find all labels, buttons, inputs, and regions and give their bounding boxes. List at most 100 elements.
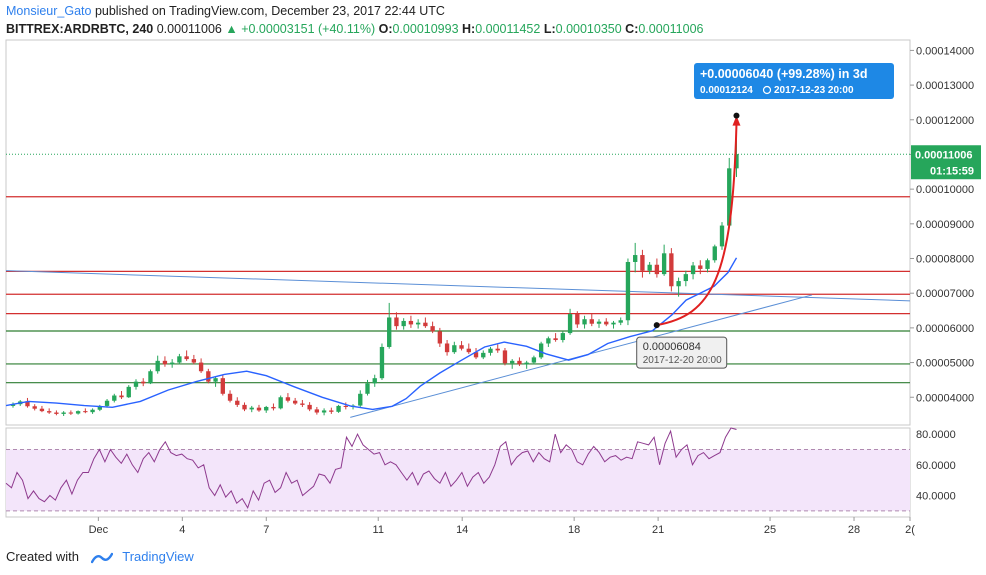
high-label: H: — [462, 22, 476, 36]
candle-body — [10, 404, 16, 406]
candle-body — [61, 412, 66, 414]
time-tick-label: Dec — [89, 524, 109, 536]
projection-end-price: 0.00012124 — [700, 85, 753, 96]
close-value: 0.00011006 — [638, 22, 704, 36]
time-tick-label: 25 — [764, 524, 776, 536]
candle-body — [690, 265, 696, 275]
high-value: 0.00011452 — [475, 22, 541, 36]
rsi-line — [5, 427, 737, 510]
candle-body — [719, 225, 725, 247]
candle-body — [705, 260, 710, 269]
footer: Created with TradingView — [6, 549, 194, 564]
time-tick-label: 11 — [373, 524, 384, 536]
candle-body — [235, 400, 240, 405]
candle-body — [633, 255, 638, 262]
candle-body — [488, 348, 493, 353]
candle-body — [387, 317, 392, 347]
candle-body — [133, 381, 139, 387]
candle-body — [589, 319, 594, 324]
candle-body — [104, 400, 110, 406]
time-tick-label: 21 — [652, 524, 664, 536]
candle-body — [408, 320, 414, 325]
bar-countdown-label: 01:15:59 — [930, 165, 974, 177]
candle-body — [169, 362, 175, 365]
candle-body — [466, 348, 471, 353]
candle-body — [83, 411, 88, 413]
candle-body — [372, 378, 377, 384]
candle-body — [473, 352, 479, 358]
price-tick-label: 0.00009000 — [916, 219, 974, 231]
last-price-label: 0.00011006 — [915, 149, 973, 161]
candle-body — [553, 338, 558, 341]
open-value: 0.00010993 — [392, 22, 459, 36]
projection-curve — [656, 123, 738, 327]
tradingview-link[interactable]: TradingView — [122, 549, 194, 564]
close-label: C: — [625, 22, 639, 36]
time-tick-label: 18 — [568, 524, 580, 536]
rsi-band — [6, 449, 910, 511]
candle-body — [213, 378, 218, 382]
tradingview-logo-icon — [90, 552, 113, 564]
candle-body — [264, 406, 269, 411]
candle-body — [198, 362, 204, 372]
candle-body — [68, 412, 74, 414]
time-tick-label: 2( — [905, 524, 915, 536]
candle-body — [401, 320, 406, 327]
start-callout-box — [636, 336, 728, 369]
candle-body — [654, 264, 660, 275]
change-value: +0.00003151 (+40.11%) — [241, 22, 376, 36]
candle-body — [32, 406, 37, 409]
price-tick-label: 0.00012000 — [916, 115, 974, 127]
candle-body — [560, 333, 566, 341]
candle-body — [604, 321, 609, 325]
ohlc-header: BITTREX:ARDRBTC, 240 0.00011006 ▲ +0.000… — [6, 22, 704, 36]
last-price-badge — [911, 145, 981, 180]
candle-body — [97, 405, 102, 410]
candle-body — [358, 393, 363, 406]
symbol-label: BITTREX:ARDRBTC, 240 — [6, 22, 154, 36]
up-triangle-icon: ▲ — [225, 22, 238, 36]
candle-body — [307, 404, 312, 410]
low-label: L: — [543, 22, 556, 36]
candle-body — [698, 265, 703, 269]
candle-body — [155, 360, 160, 372]
candle-body — [184, 356, 189, 360]
candle-body — [596, 321, 602, 324]
rsi-tick-label: 80.0000 — [916, 429, 956, 441]
candle-body — [256, 407, 262, 411]
price-tick-label: 0.00005000 — [916, 358, 974, 370]
candle-body — [271, 406, 276, 409]
created-with-text: Created with — [6, 549, 79, 564]
candle-body — [546, 338, 551, 344]
candle-body — [727, 168, 732, 226]
candle-body — [141, 381, 146, 384]
projection-start-dot — [653, 322, 660, 329]
candle-body — [394, 317, 399, 327]
candle-body — [538, 343, 544, 358]
candle-body — [444, 343, 450, 353]
time-tick-label: 14 — [456, 524, 468, 536]
candle-body — [54, 412, 59, 414]
rsi-tick-label: 40.0000 — [916, 491, 956, 503]
candle-body — [285, 397, 291, 401]
candle-body — [647, 264, 652, 271]
candle-body — [206, 371, 211, 382]
candle-body — [292, 400, 298, 404]
candle-body — [126, 386, 131, 398]
candle-body — [365, 383, 370, 394]
price-tick-label: 0.00007000 — [916, 288, 974, 300]
candle-body — [415, 322, 421, 325]
candle-body — [661, 253, 667, 275]
candle-body — [314, 409, 320, 413]
candle-body — [329, 410, 334, 412]
candle-body — [220, 378, 225, 394]
candle-body — [618, 320, 623, 323]
author-link[interactable]: Monsieur_Gato — [6, 4, 92, 18]
candle-body — [676, 281, 681, 287]
candle-body — [321, 410, 327, 413]
price-plot — [6, 115, 910, 418]
time-tick-label: 28 — [848, 524, 860, 536]
candle-body — [112, 395, 117, 401]
projection-summary: +0.00006040 (+99.28%) in 3d — [700, 67, 867, 81]
